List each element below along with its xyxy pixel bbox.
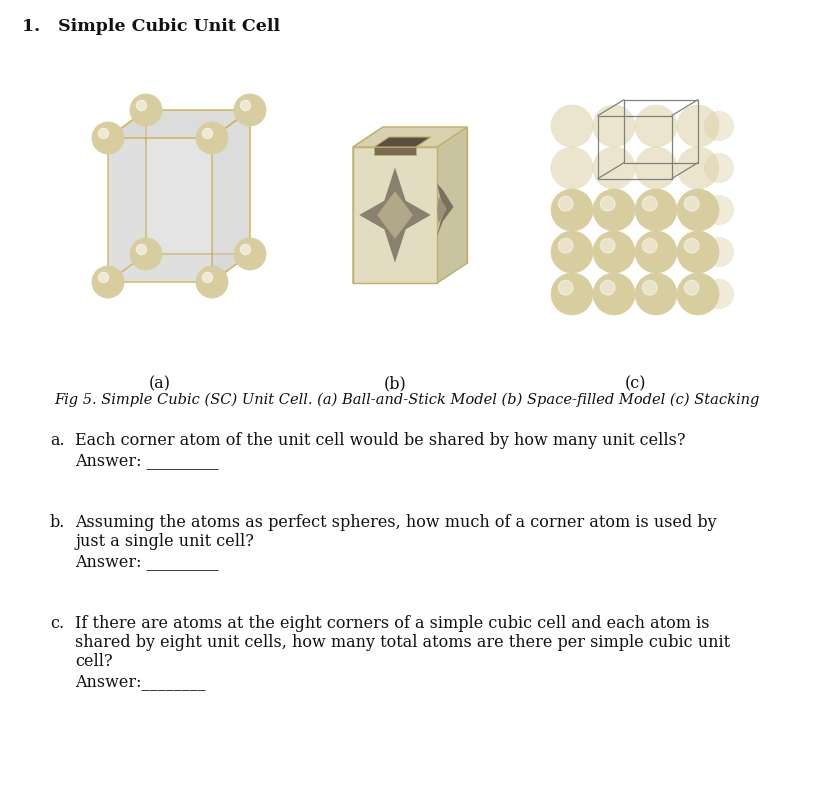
Circle shape: [234, 238, 266, 270]
Polygon shape: [353, 263, 467, 283]
Text: Assuming the atoms as perfect spheres, how much of a corner atom is used by: Assuming the atoms as perfect spheres, h…: [75, 514, 716, 531]
Polygon shape: [374, 147, 416, 155]
Text: b.: b.: [50, 514, 65, 531]
Circle shape: [558, 280, 573, 295]
Circle shape: [136, 100, 147, 111]
Polygon shape: [383, 127, 467, 263]
Circle shape: [92, 122, 124, 154]
Circle shape: [704, 195, 734, 225]
Polygon shape: [437, 184, 453, 236]
Text: Answer:________: Answer:________: [75, 673, 205, 690]
Text: (c): (c): [624, 375, 645, 392]
Circle shape: [704, 111, 734, 141]
Circle shape: [704, 237, 734, 267]
Polygon shape: [353, 127, 467, 147]
Polygon shape: [377, 192, 413, 239]
Circle shape: [196, 122, 228, 154]
Polygon shape: [108, 254, 250, 282]
Circle shape: [677, 105, 719, 147]
Polygon shape: [437, 127, 467, 283]
Circle shape: [130, 94, 162, 126]
Circle shape: [642, 280, 657, 295]
Circle shape: [677, 273, 719, 315]
Polygon shape: [108, 110, 146, 282]
Circle shape: [240, 244, 251, 254]
Circle shape: [593, 231, 635, 273]
Circle shape: [593, 147, 635, 189]
Text: just a single unit cell?: just a single unit cell?: [75, 533, 254, 550]
Polygon shape: [353, 147, 437, 283]
Circle shape: [202, 272, 213, 283]
Circle shape: [99, 129, 108, 139]
Circle shape: [593, 273, 635, 315]
Circle shape: [677, 189, 719, 231]
Circle shape: [196, 266, 228, 298]
Text: Answer: _________: Answer: _________: [75, 553, 218, 570]
Circle shape: [601, 239, 615, 253]
Text: a.: a.: [50, 432, 64, 449]
Polygon shape: [108, 110, 250, 138]
Circle shape: [635, 231, 677, 273]
Circle shape: [635, 273, 677, 315]
Circle shape: [704, 153, 734, 183]
Circle shape: [685, 239, 699, 253]
Circle shape: [685, 196, 699, 211]
Polygon shape: [374, 137, 431, 147]
Circle shape: [685, 280, 699, 295]
Circle shape: [635, 147, 677, 189]
Polygon shape: [437, 197, 447, 223]
Text: cell?: cell?: [75, 653, 112, 670]
Polygon shape: [353, 127, 383, 283]
Text: Each corner atom of the unit cell would be shared by how many unit cells?: Each corner atom of the unit cell would …: [75, 432, 685, 449]
Circle shape: [601, 196, 615, 211]
Circle shape: [677, 231, 719, 273]
Circle shape: [635, 189, 677, 231]
Circle shape: [130, 238, 162, 270]
Text: If there are atoms at the eight corners of a simple cubic cell and each atom is: If there are atoms at the eight corners …: [75, 615, 710, 632]
Circle shape: [551, 231, 593, 273]
Circle shape: [677, 147, 719, 189]
Circle shape: [234, 94, 266, 126]
Circle shape: [202, 129, 213, 139]
Polygon shape: [146, 110, 250, 254]
Circle shape: [551, 105, 593, 147]
Circle shape: [704, 279, 734, 309]
Circle shape: [642, 239, 657, 253]
Circle shape: [601, 280, 615, 295]
Circle shape: [92, 266, 124, 298]
Circle shape: [593, 189, 635, 231]
Text: c.: c.: [50, 615, 64, 632]
Circle shape: [593, 105, 635, 147]
Text: (a): (a): [149, 375, 171, 392]
Circle shape: [551, 189, 593, 231]
Polygon shape: [359, 167, 430, 263]
Text: Answer: _________: Answer: _________: [75, 452, 218, 469]
Text: shared by eight unit cells, how many total atoms are there per simple cubic unit: shared by eight unit cells, how many tot…: [75, 634, 730, 651]
Circle shape: [642, 196, 657, 211]
Circle shape: [136, 244, 147, 254]
Circle shape: [558, 239, 573, 253]
Circle shape: [240, 100, 251, 111]
Circle shape: [99, 272, 108, 283]
Circle shape: [551, 147, 593, 189]
Polygon shape: [108, 138, 212, 282]
Text: (b): (b): [384, 375, 407, 392]
Circle shape: [635, 105, 677, 147]
Circle shape: [558, 196, 573, 211]
Text: 1.   Simple Cubic Unit Cell: 1. Simple Cubic Unit Cell: [22, 18, 280, 35]
Text: Fig 5. Simple Cubic (SC) Unit Cell. (a) Ball-and-Stick Model (b) Space-filled Mo: Fig 5. Simple Cubic (SC) Unit Cell. (a) …: [55, 393, 760, 407]
Circle shape: [551, 273, 593, 315]
Polygon shape: [212, 110, 250, 282]
